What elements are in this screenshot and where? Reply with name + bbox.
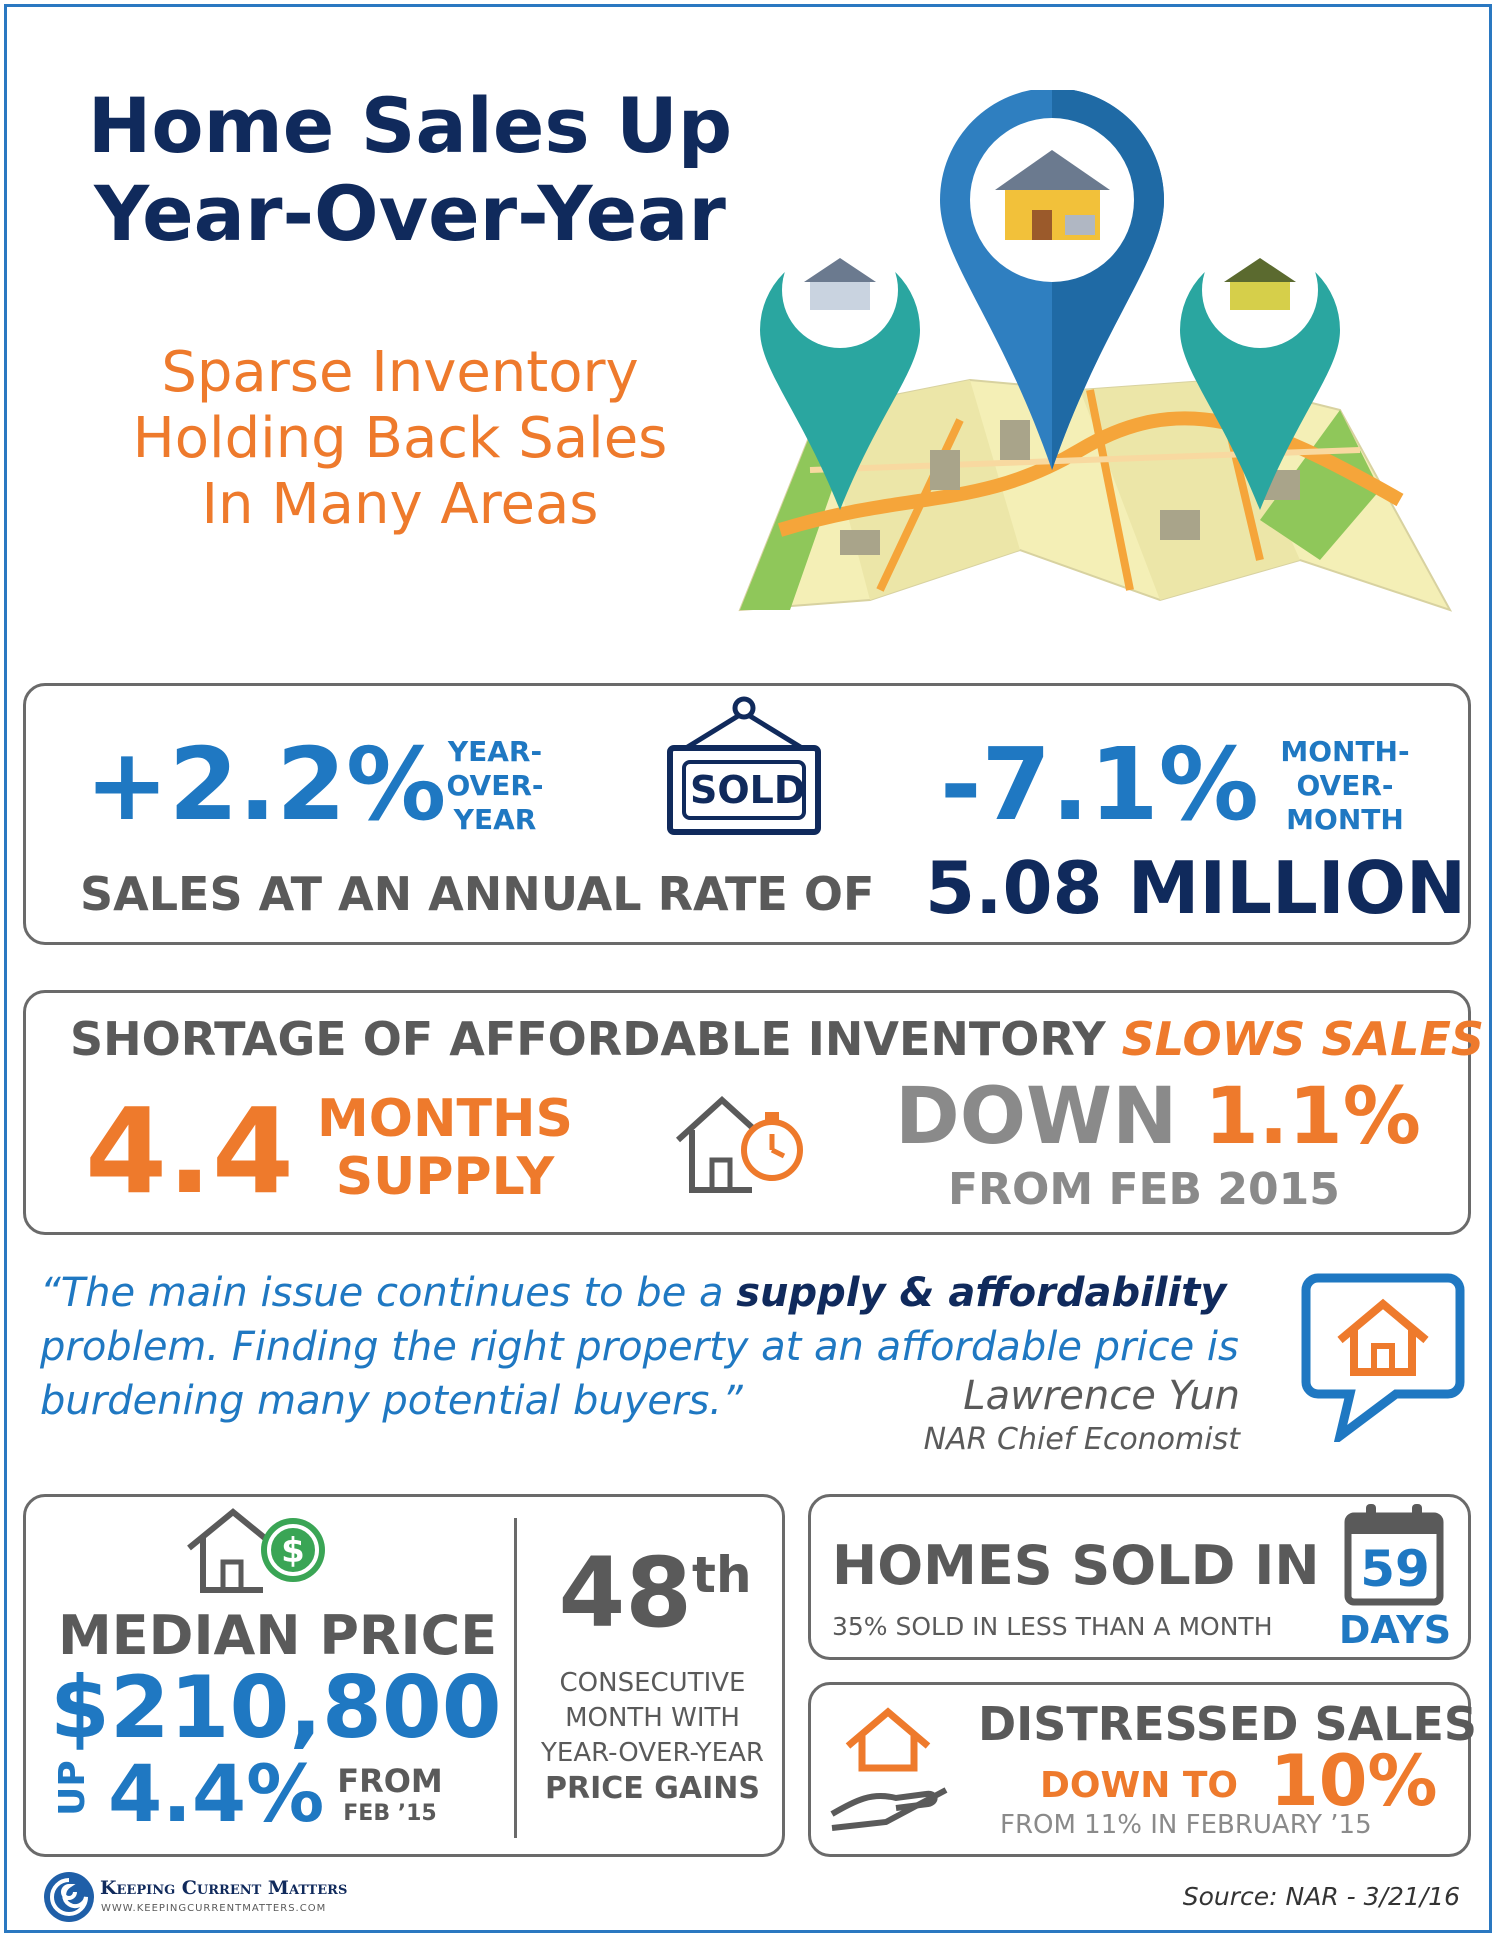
median-change: 4.4% [108, 1750, 325, 1840]
yoy-value: +2.2% [85, 726, 447, 843]
house-timer-icon [675, 1095, 803, 1193]
median-divider [514, 1518, 517, 1838]
calendar-number: 59 [1360, 1540, 1430, 1598]
median-from-2: FEB ’15 [343, 1801, 437, 1826]
subtitle-line-1: Sparse Inventory [161, 340, 639, 405]
page-title: Home Sales Up Year-Over-Year [30, 82, 790, 258]
calendar-icon [1344, 1504, 1444, 1606]
mom-value: -7.1% [940, 726, 1259, 843]
house-dollar-icon: $ [187, 1508, 325, 1593]
days-heading: HOMES SOLD IN [832, 1534, 1320, 1597]
quote-line-3: burdening many potential buyers.” [40, 1378, 743, 1424]
distressed-value: 10% [1270, 1740, 1438, 1822]
quote-text: “The main issue continues to be a supply… [40, 1266, 1270, 1428]
mom-label-3: MONTH [1286, 803, 1404, 836]
median-price: $210,800 [50, 1658, 502, 1758]
streak-suffix: th [692, 1546, 752, 1604]
inventory-card [23, 990, 1471, 1235]
annual-rate-value: 5.08 MILLION [925, 846, 1467, 930]
footer-url: WWW.KEEPINGCURRENTMATTERS.COM [101, 1903, 327, 1914]
quote-line-2: problem. Finding the right property at a… [40, 1324, 1239, 1370]
streak-number: 48 [558, 1537, 693, 1649]
quote-author-title: NAR Chief Economist [923, 1422, 1240, 1457]
inventory-heading-main: SHORTAGE OF AFFORDABLE INVENTORY [70, 1012, 1106, 1066]
streak-line-2: MONTH WITH [565, 1703, 740, 1733]
title-line-2: Year-Over-Year [94, 169, 726, 258]
yoy-label-3: YEAR [453, 803, 537, 836]
days-word: DAYS [1338, 1608, 1452, 1652]
supply-label: MONTHS SUPPLY [315, 1090, 575, 1206]
annual-rate-text: SALES AT AN ANNUAL RATE OF [80, 867, 875, 921]
streak-line-1: CONSECUTIVE [559, 1668, 746, 1698]
supply-label-1: MONTHS [317, 1089, 573, 1149]
supply-value: 4.4 [85, 1082, 295, 1220]
distressed-heading: DISTRESSED SALES [978, 1697, 1478, 1751]
streak-line-4: PRICE GAINS [545, 1771, 760, 1806]
inventory-down-value: 1.1% [1204, 1072, 1421, 1162]
map-pins-illustration [738, 90, 1453, 612]
footer-brand: Keeping Current Matters [100, 1877, 348, 1899]
median-up-word: UP [52, 1760, 93, 1816]
sold-sign-icon [667, 696, 821, 835]
inventory-heading-accent: SLOWS SALES [1121, 1012, 1485, 1066]
inventory-heading: SHORTAGE OF AFFORDABLE INVENTORY SLOWS S… [70, 1012, 1484, 1066]
chat-house-icon [1301, 1273, 1465, 1442]
kcm-logo-icon [44, 1872, 94, 1922]
quote-emphasis: supply & affordability [736, 1270, 1227, 1316]
yoy-label-2: OVER- [446, 769, 544, 802]
inventory-down-from: FROM FEB 2015 [948, 1164, 1340, 1215]
distressed-card [808, 1682, 1471, 1857]
page-subtitle: Sparse Inventory Holding Back Sales In M… [40, 340, 760, 538]
quote-author: Lawrence Yun [963, 1373, 1240, 1419]
inventory-down: DOWN 1.1% [895, 1072, 1421, 1162]
supply-label-2: SUPPLY [335, 1147, 555, 1207]
mom-label-2: OVER- [1296, 769, 1394, 802]
distressed-from: FROM 11% IN FEBRUARY ’15 [1000, 1810, 1372, 1840]
yoy-label-1: YEAR- [447, 735, 543, 768]
streak-line-3: YEAR-OVER-YEAR [541, 1738, 764, 1768]
title-line-1: Home Sales Up [87, 81, 733, 170]
median-label: MEDIAN PRICE [58, 1604, 498, 1667]
median-card [23, 1494, 785, 1857]
mom-label-1: MONTH- [1280, 735, 1410, 768]
yoy-label: YEAR- OVER- YEAR [430, 735, 560, 837]
svg-text:$: $ [281, 1531, 305, 1571]
page-frame [4, 4, 1492, 1933]
days-sub: 35% SOLD IN LESS THAN A MONTH [832, 1612, 1273, 1641]
hand-house-icon [830, 1707, 948, 1831]
distressed-down-to: DOWN TO [1040, 1765, 1239, 1806]
mom-label: MONTH- OVER- MONTH [1265, 735, 1425, 837]
quote-line-1-start: “The main issue continues to be a [40, 1270, 737, 1316]
inventory-down-word: DOWN [895, 1072, 1178, 1162]
subtitle-line-3: In Many Areas [201, 472, 599, 537]
subtitle-line-2: Holding Back Sales [132, 406, 668, 471]
median-from: FROM FEB ’15 [330, 1762, 450, 1828]
streak-number-group: 48th [545, 1540, 765, 1646]
sold-sign-text: SOLD [690, 768, 806, 812]
quote-line-1: “The main issue continues to be a supply… [40, 1266, 1270, 1320]
footer-source: Source: NAR - 3/21/16 [1182, 1882, 1460, 1911]
median-from-1: FROM [337, 1762, 443, 1800]
streak-text: CONSECUTIVE MONTH WITH YEAR-OVER-YEAR PR… [535, 1666, 770, 1806]
